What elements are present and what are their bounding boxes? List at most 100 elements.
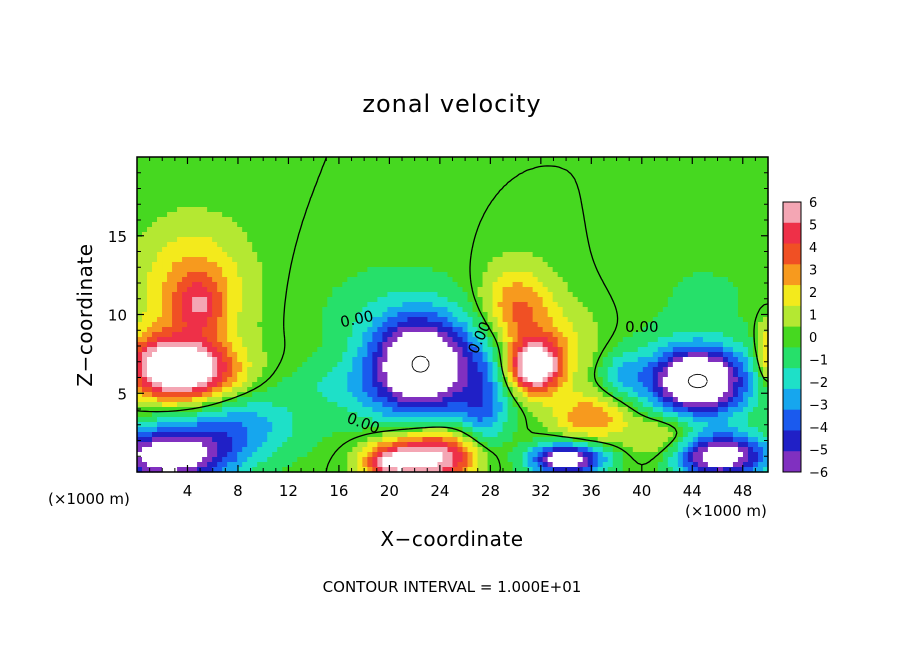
heat-cell bbox=[492, 202, 499, 208]
heat-cell bbox=[637, 197, 644, 203]
heat-cell bbox=[417, 217, 424, 223]
heat-cell bbox=[732, 202, 739, 208]
heat-cell bbox=[237, 242, 243, 248]
heat-cell bbox=[162, 277, 168, 283]
heat-cell bbox=[502, 172, 509, 178]
heat-cell bbox=[552, 232, 559, 238]
heat-cell bbox=[527, 277, 534, 283]
heat-cell bbox=[487, 337, 494, 343]
heat-cell bbox=[507, 247, 514, 253]
heat-cell bbox=[762, 237, 769, 243]
heat-cell bbox=[417, 162, 424, 168]
heat-cell bbox=[607, 317, 614, 323]
heat-cell bbox=[467, 317, 474, 323]
heat-cell bbox=[327, 352, 333, 358]
heat-cell bbox=[322, 322, 328, 328]
heat-cell bbox=[207, 217, 213, 223]
heat-cell bbox=[527, 217, 534, 223]
heat-cell bbox=[322, 347, 328, 353]
heat-cell bbox=[162, 172, 168, 178]
heat-cell bbox=[502, 197, 509, 203]
heat-cell bbox=[212, 247, 218, 253]
heat-cell bbox=[512, 232, 519, 238]
heat-cell bbox=[617, 232, 624, 238]
heat-cell bbox=[642, 312, 649, 318]
heat-cell bbox=[222, 162, 228, 168]
heat-cell bbox=[547, 332, 554, 338]
heat-cell bbox=[537, 207, 544, 213]
heat-cell bbox=[277, 187, 283, 193]
heat-cell bbox=[162, 222, 168, 228]
heat-cell bbox=[262, 302, 268, 308]
heat-cell bbox=[257, 242, 263, 248]
heat-cell bbox=[382, 177, 388, 183]
heat-cell bbox=[702, 282, 709, 288]
heat-cell bbox=[452, 282, 459, 288]
heat-cell bbox=[262, 172, 268, 178]
heat-cell bbox=[357, 187, 363, 193]
heat-cell bbox=[752, 232, 759, 238]
heat-cell bbox=[407, 177, 414, 183]
heat-cell bbox=[402, 332, 409, 338]
heat-cell bbox=[347, 172, 353, 178]
plot-area: 0.000.000.00 0.00 4 8 12 16 20 24 28 32 36 40 44 48 … bbox=[108, 156, 769, 500]
heat-cell bbox=[237, 257, 243, 263]
heat-cell bbox=[527, 177, 534, 183]
heat-cell bbox=[272, 252, 278, 258]
heat-cell bbox=[362, 352, 368, 358]
heat-cell bbox=[612, 252, 619, 258]
heat-cell bbox=[302, 302, 308, 308]
heat-cell bbox=[372, 332, 378, 338]
heat-cell bbox=[707, 302, 714, 308]
heat-cell bbox=[307, 292, 313, 298]
heat-cell bbox=[752, 277, 759, 283]
heat-cell bbox=[352, 192, 358, 198]
heat-cell bbox=[577, 332, 584, 338]
heat-cell bbox=[642, 237, 649, 243]
heat-cell bbox=[552, 302, 559, 308]
heat-cell bbox=[762, 282, 769, 288]
heat-cell bbox=[677, 167, 684, 173]
heat-cell bbox=[267, 262, 273, 268]
heat-cell bbox=[237, 322, 243, 328]
heat-cell bbox=[162, 157, 168, 163]
heat-cell bbox=[617, 247, 624, 253]
heat-cell bbox=[427, 192, 434, 198]
heat-cell bbox=[667, 197, 674, 203]
heat-cell bbox=[662, 272, 669, 278]
heat-cell bbox=[177, 292, 183, 298]
heat-cell bbox=[607, 262, 614, 268]
heat-cell bbox=[332, 222, 338, 228]
heat-cell bbox=[352, 312, 358, 318]
heat-cell bbox=[622, 177, 629, 183]
heat-cell bbox=[402, 167, 409, 173]
heat-cell bbox=[522, 182, 529, 188]
heat-cell bbox=[392, 202, 399, 208]
heat-cell bbox=[667, 317, 674, 323]
heat-cell bbox=[702, 157, 709, 163]
heat-cell bbox=[397, 172, 404, 178]
heat-cell bbox=[427, 292, 434, 298]
heat-cell bbox=[192, 212, 198, 218]
heat-cell bbox=[182, 297, 188, 303]
heat-cell bbox=[137, 302, 143, 308]
heat-cell bbox=[362, 202, 368, 208]
heat-cell bbox=[247, 222, 253, 228]
heat-cell bbox=[607, 342, 614, 348]
heat-cell bbox=[592, 157, 599, 163]
heat-cell bbox=[197, 237, 203, 243]
heat-cell bbox=[507, 307, 514, 313]
heat-cell bbox=[492, 182, 499, 188]
heat-cell bbox=[517, 347, 524, 353]
heat-cell bbox=[542, 237, 549, 243]
heat-cell bbox=[482, 237, 489, 243]
heat-cell bbox=[657, 307, 664, 313]
heat-cell bbox=[237, 187, 243, 193]
heat-cell bbox=[572, 217, 579, 223]
heat-cell bbox=[247, 277, 253, 283]
heat-cell bbox=[152, 192, 158, 198]
heat-cell bbox=[447, 272, 454, 278]
heat-cell bbox=[597, 327, 604, 333]
heat-cell bbox=[272, 247, 278, 253]
heat-cell bbox=[252, 327, 258, 333]
